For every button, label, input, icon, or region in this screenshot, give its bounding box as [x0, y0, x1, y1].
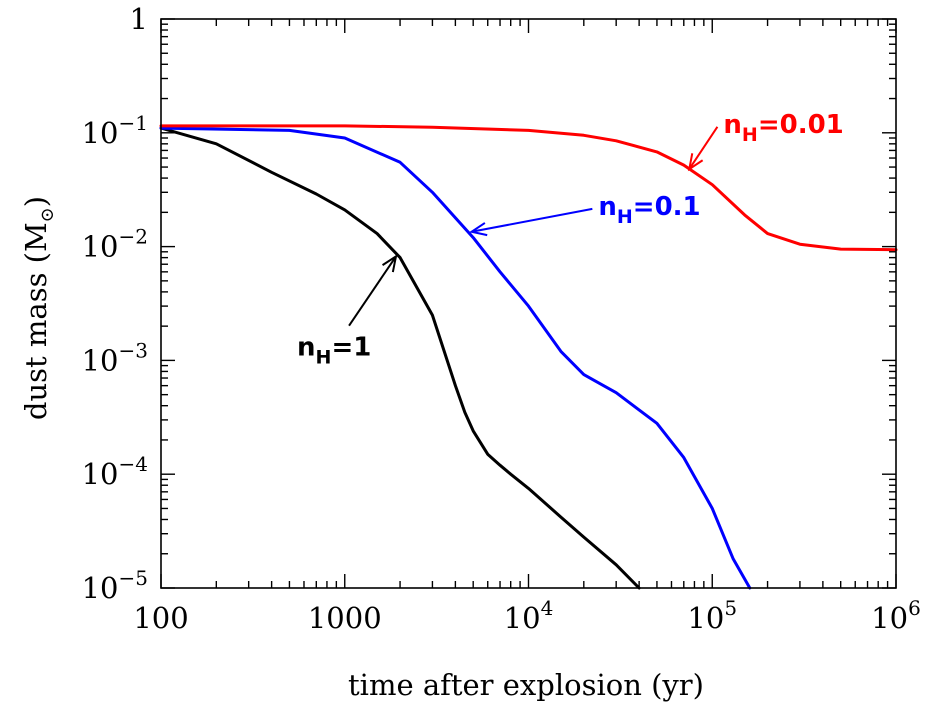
- x-tick-labels: 100 1000 104 105 106: [133, 596, 921, 635]
- annotation-arrow-2: [348, 255, 397, 327]
- annotation-subscript: H: [742, 124, 758, 146]
- y-axis-label-text: dust mass (M: [19, 222, 53, 420]
- y-axis-label-unit-symbol: ⊙: [37, 207, 58, 222]
- annotation-label-1: nH=0.1: [598, 192, 700, 228]
- annotation-base: n: [297, 333, 316, 363]
- y-tick-label: 10−3: [82, 338, 148, 377]
- y-axis-label: dust mass (M⊙): [19, 196, 58, 420]
- annotation-value: =1: [331, 333, 371, 363]
- y-tick-label: 10−4: [82, 452, 148, 491]
- tick-label-exponent: 5: [724, 596, 737, 620]
- x-tick-label: 100: [133, 601, 188, 635]
- x-tick-label: 106: [871, 596, 921, 635]
- y-axis-label-close-paren: ): [19, 196, 53, 207]
- annotation-label-0: nH=0.01: [723, 110, 843, 146]
- tick-label-base: 10: [82, 457, 119, 491]
- y-tick-labels: 110−110−210−310−410−5: [82, 2, 148, 605]
- annotation-base: n: [723, 110, 742, 140]
- tick-label-exponent: −3: [119, 338, 148, 362]
- series-layer: [159, 124, 898, 590]
- series-line-0: [159, 126, 641, 590]
- annotation-subscript: H: [617, 206, 633, 228]
- y-tick-label: 1: [130, 2, 148, 36]
- plot-frame: [160, 18, 897, 589]
- annotation-arrowhead-1: [469, 222, 488, 237]
- tick-label-exponent: −4: [119, 452, 148, 476]
- series-line-2: [159, 124, 898, 252]
- series-line-1: [159, 126, 752, 590]
- annotation-arrowhead-0: [687, 153, 704, 172]
- annotation-arrow-1: [471, 207, 593, 233]
- annotation-label-2: nH=1: [297, 333, 371, 369]
- tick-label-base: 10: [871, 601, 908, 635]
- tick-label-exponent: 4: [541, 596, 554, 620]
- tick-label-base: 10: [82, 116, 119, 150]
- tick-label-exponent: 6: [908, 596, 921, 620]
- tick-label-base: 10: [82, 571, 119, 605]
- tick-label-base: 10: [82, 230, 119, 264]
- annotation-value: =0.1: [633, 192, 701, 222]
- annotation-subscript: H: [316, 347, 332, 369]
- annotation-value: =0.01: [758, 110, 844, 140]
- x-tick-label: 104: [504, 596, 554, 635]
- tick-label-exponent: −5: [119, 566, 148, 590]
- annotation-arrowhead-2: [382, 254, 398, 273]
- y-tick-label: 10−2: [82, 225, 148, 264]
- tick-label-base: 10: [504, 601, 541, 635]
- annotation-base: n: [598, 192, 617, 222]
- axis-ticks: [160, 18, 897, 589]
- tick-label-exponent: −2: [119, 225, 148, 249]
- x-axis-label: time after explosion (yr): [348, 668, 704, 702]
- tick-label-exponent: −1: [119, 111, 148, 135]
- x-tick-label: 105: [687, 596, 737, 635]
- y-tick-label: 10−5: [82, 566, 148, 605]
- annotation-arrow-0: [688, 126, 719, 170]
- x-tick-label: 1000: [308, 601, 382, 635]
- y-tick-label: 10−1: [82, 111, 148, 150]
- tick-label-base: 10: [687, 601, 724, 635]
- tick-label-base: 10: [82, 343, 119, 377]
